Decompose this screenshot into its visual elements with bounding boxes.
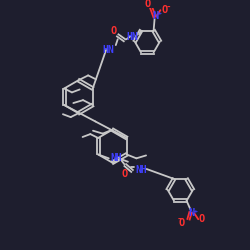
Text: +: + xyxy=(158,10,161,16)
Text: O: O xyxy=(199,214,205,224)
Text: NH: NH xyxy=(135,165,147,175)
Text: N: N xyxy=(152,11,159,21)
Text: O: O xyxy=(178,218,185,228)
Text: O: O xyxy=(145,0,151,9)
Text: N: N xyxy=(188,208,194,218)
Text: +: + xyxy=(194,209,197,214)
Text: O: O xyxy=(161,5,168,15)
Text: HN: HN xyxy=(126,32,138,42)
Text: NH: NH xyxy=(111,153,122,163)
Text: O: O xyxy=(121,169,128,179)
Text: -: - xyxy=(176,215,182,224)
Text: -: - xyxy=(166,3,171,12)
Text: HN: HN xyxy=(102,45,114,55)
Text: O: O xyxy=(111,26,117,36)
